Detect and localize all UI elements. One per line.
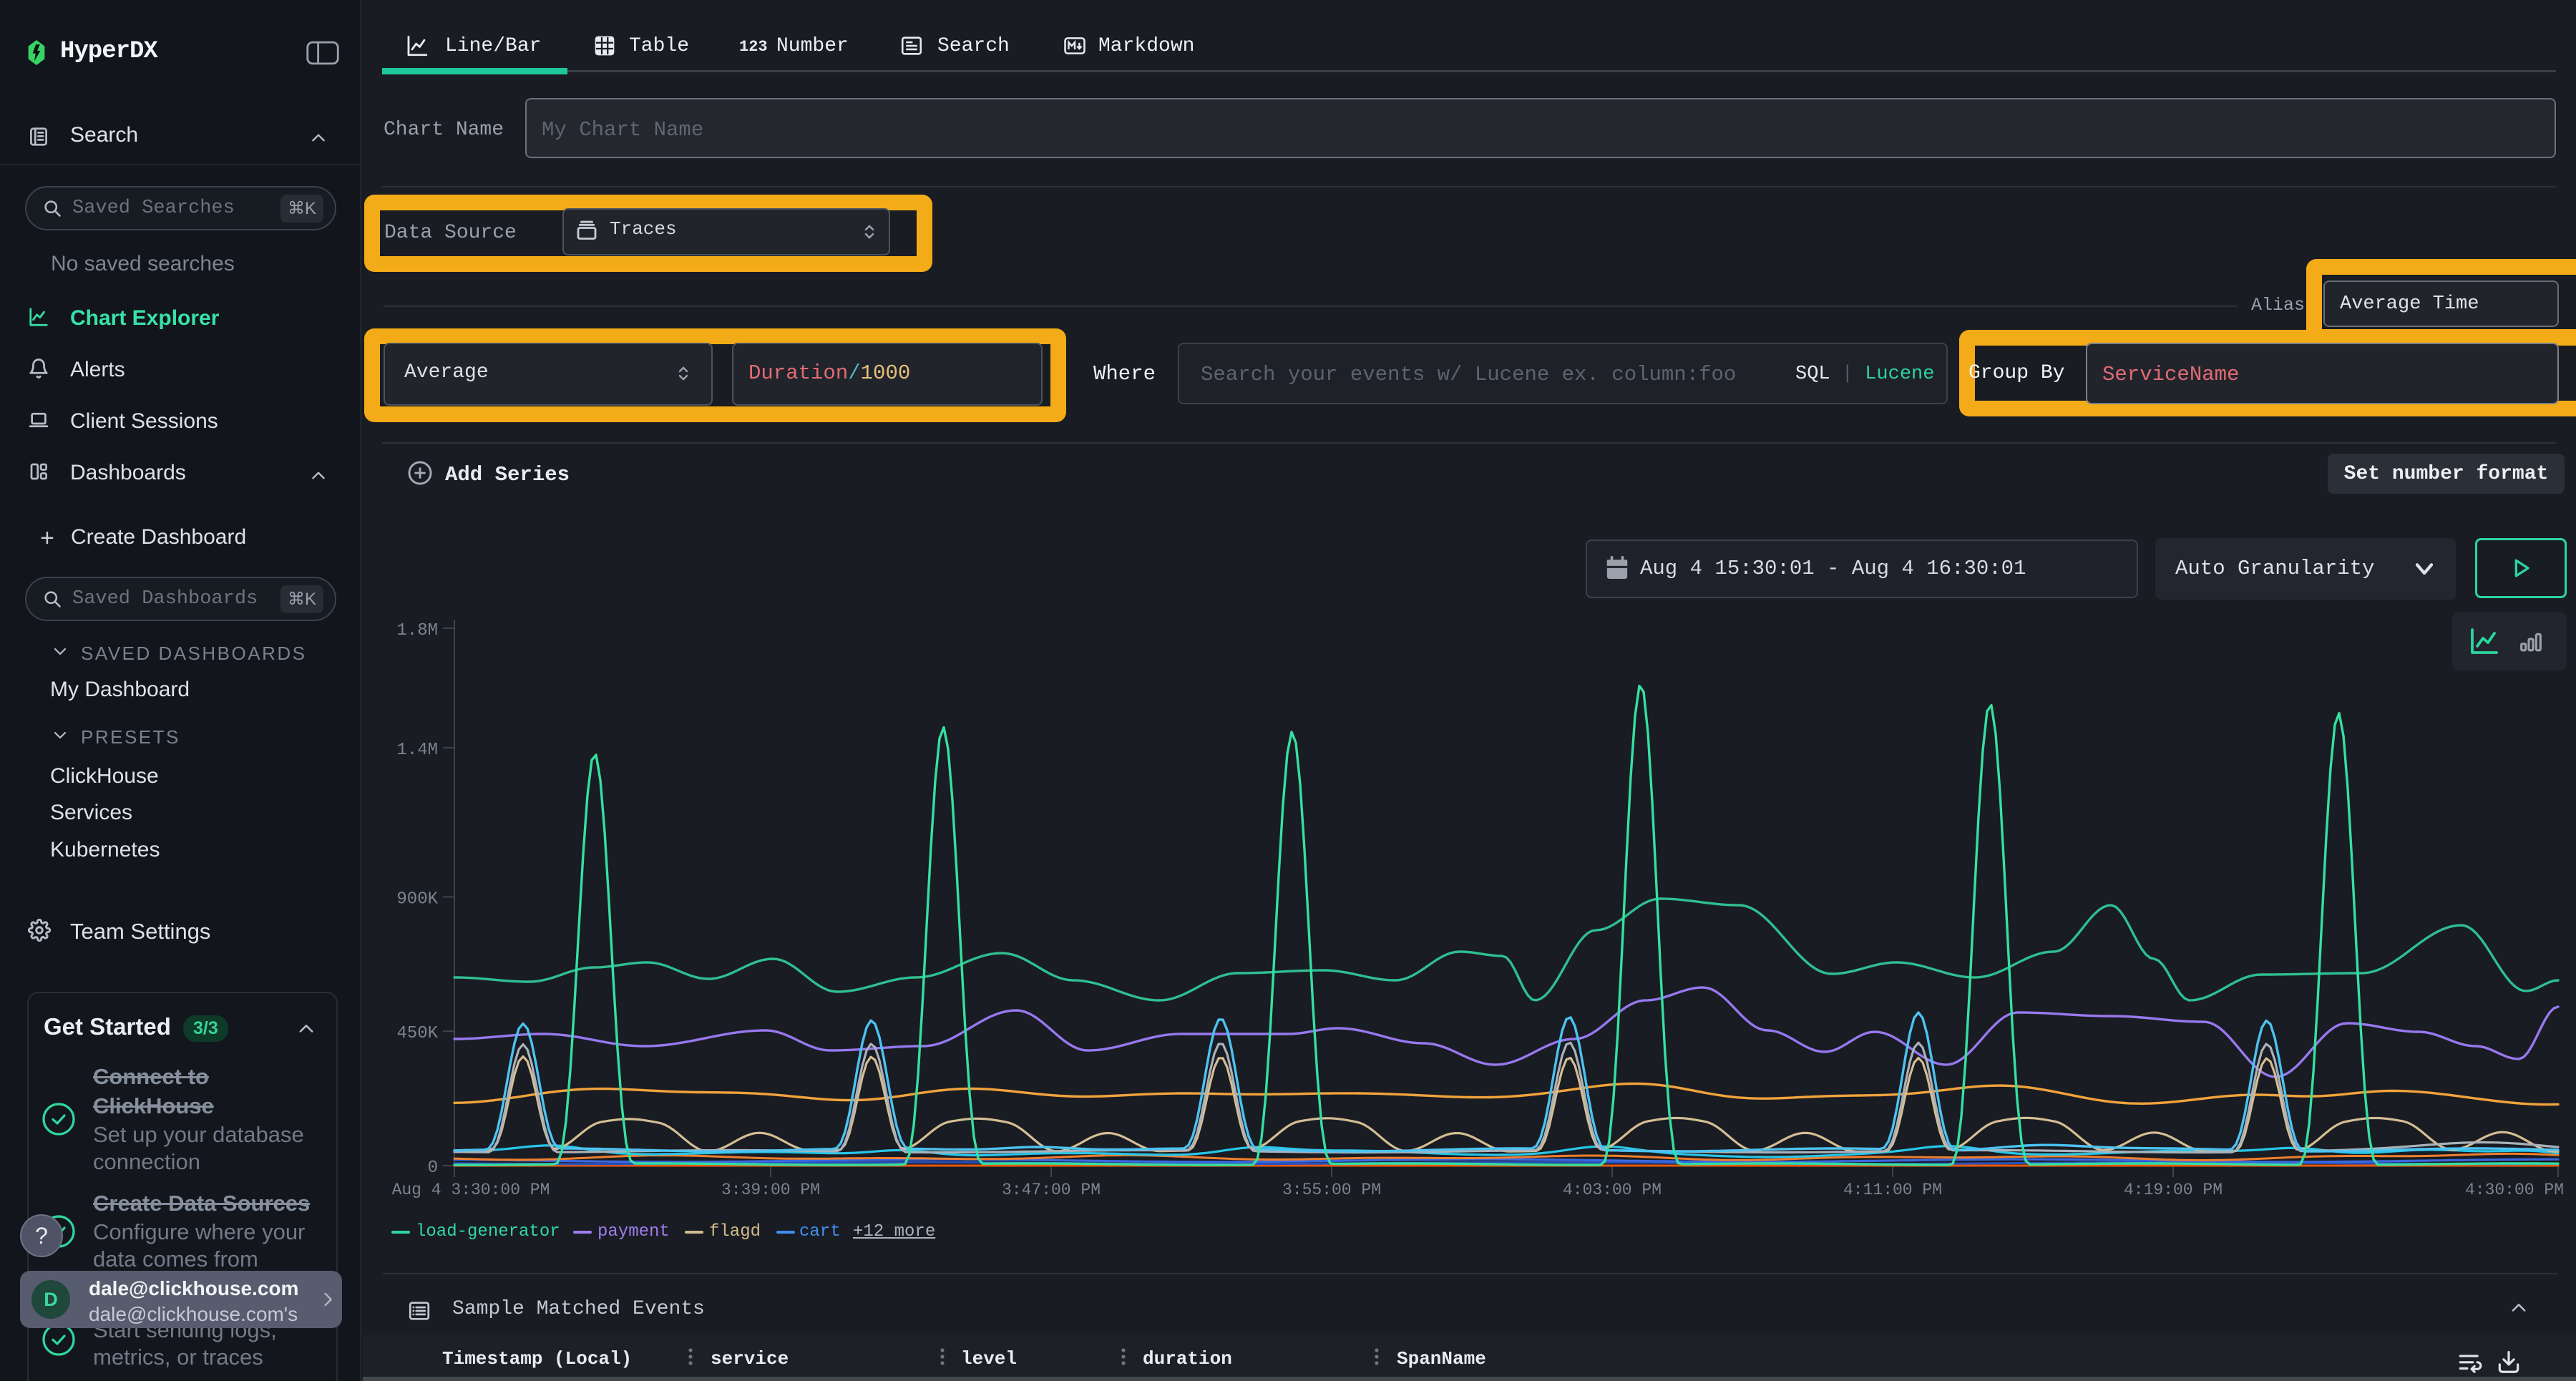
svg-text:Aug 4 3:30:00 PM: Aug 4 3:30:00 PM <box>392 1181 550 1199</box>
svg-text:450K: 450K <box>396 1024 438 1043</box>
svg-text:3:47:00 PM: 3:47:00 PM <box>1002 1181 1101 1199</box>
svg-text:4:19:00 PM: 4:19:00 PM <box>2124 1181 2223 1199</box>
svg-text:0: 0 <box>428 1158 438 1178</box>
svg-text:3:55:00 PM: 3:55:00 PM <box>1282 1181 1381 1199</box>
svg-text:4:11:00 PM: 4:11:00 PM <box>1843 1181 1942 1199</box>
svg-text:900K: 900K <box>396 890 438 909</box>
svg-text:1.4M: 1.4M <box>396 741 438 760</box>
svg-text:4:03:00 PM: 4:03:00 PM <box>1563 1181 1662 1199</box>
svg-text:3:39:00 PM: 3:39:00 PM <box>721 1181 820 1199</box>
svg-text:4:30:00 PM: 4:30:00 PM <box>2465 1181 2564 1199</box>
svg-text:1.8M: 1.8M <box>396 621 438 640</box>
